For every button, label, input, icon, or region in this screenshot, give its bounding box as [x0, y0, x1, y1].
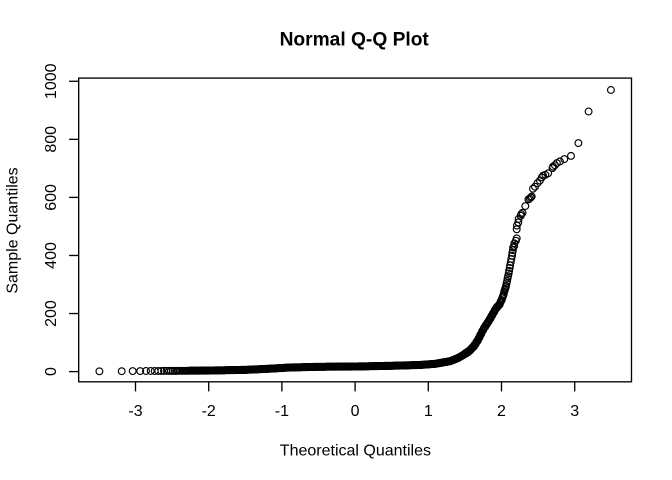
svg-text:1: 1	[424, 403, 433, 420]
svg-text:800: 800	[43, 126, 60, 153]
svg-text:Normal Q-Q Plot: Normal Q-Q Plot	[280, 30, 430, 51]
svg-text:Sample Quantiles: Sample Quantiles	[4, 167, 21, 293]
svg-text:600: 600	[43, 184, 60, 211]
svg-text:-1: -1	[275, 403, 289, 420]
svg-text:0: 0	[43, 367, 60, 376]
svg-text:-2: -2	[202, 403, 216, 420]
svg-text:2: 2	[497, 403, 506, 420]
svg-text:3: 3	[570, 403, 579, 420]
svg-text:200: 200	[43, 300, 60, 327]
svg-text:0: 0	[351, 403, 360, 420]
svg-text:Theoretical Quantiles: Theoretical Quantiles	[280, 443, 431, 460]
svg-text:1000: 1000	[43, 63, 60, 99]
svg-text:400: 400	[43, 242, 60, 269]
svg-text:-3: -3	[128, 403, 142, 420]
